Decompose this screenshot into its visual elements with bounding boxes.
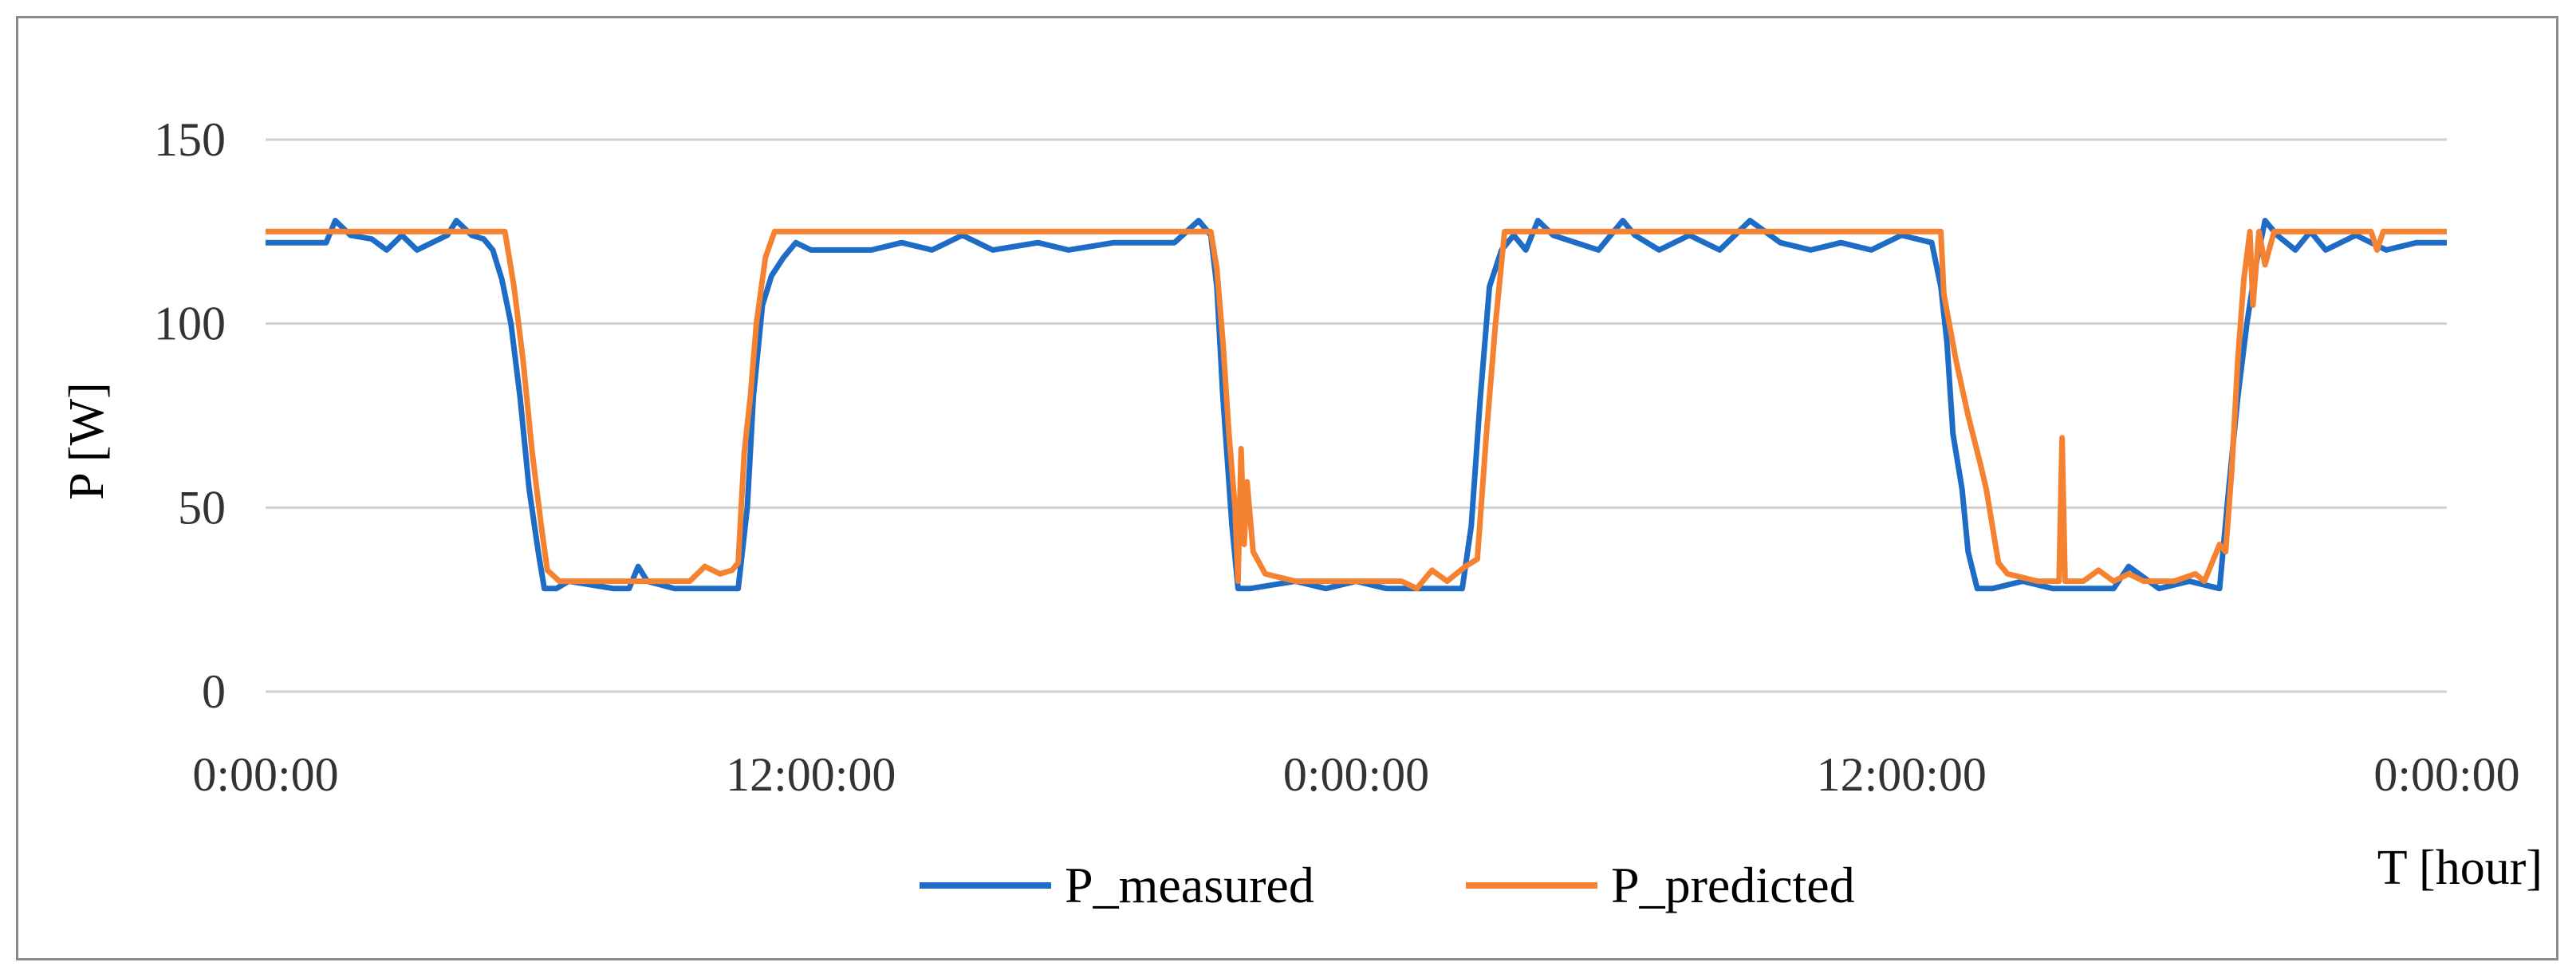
chart-frame: 0 50 100 150 0:00:00 12:00:00 0:00:00 12:00:00… xyxy=(16,16,2558,960)
legend-label-p-measured: P_measured xyxy=(1065,857,1314,913)
series-line-p-measured xyxy=(266,218,2447,592)
y-axis-title: P [W] xyxy=(60,382,114,500)
legend: P_measured P_predicted xyxy=(920,857,1855,913)
x-tick-labels: 0:00:00 12:00:00 0:00:00 12:00:00 0:00:00 xyxy=(192,748,2519,801)
series-lines xyxy=(266,218,2447,592)
legend-label-p-predicted: P_predicted xyxy=(1611,857,1855,913)
series-line-p-predicted xyxy=(266,228,2447,592)
x-tick-label: 12:00:00 xyxy=(1817,748,1987,801)
y-tick-label: 0 xyxy=(202,665,226,718)
gridlines xyxy=(266,138,2447,693)
x-tick-label: 0:00:00 xyxy=(192,748,338,801)
y-tick-label: 150 xyxy=(154,113,226,166)
power-line-chart: 0 50 100 150 0:00:00 12:00:00 0:00:00 12:00:00… xyxy=(60,113,2543,913)
y-tick-label: 100 xyxy=(154,298,226,350)
x-tick-label: 0:00:00 xyxy=(2373,748,2519,801)
x-tick-label: 12:00:00 xyxy=(726,748,896,801)
y-tick-label: 50 xyxy=(178,481,226,534)
x-tick-label: 0:00:00 xyxy=(1283,748,1429,801)
x-axis-title: T [hour] xyxy=(2377,841,2543,895)
y-tick-labels: 0 50 100 150 xyxy=(154,113,226,718)
